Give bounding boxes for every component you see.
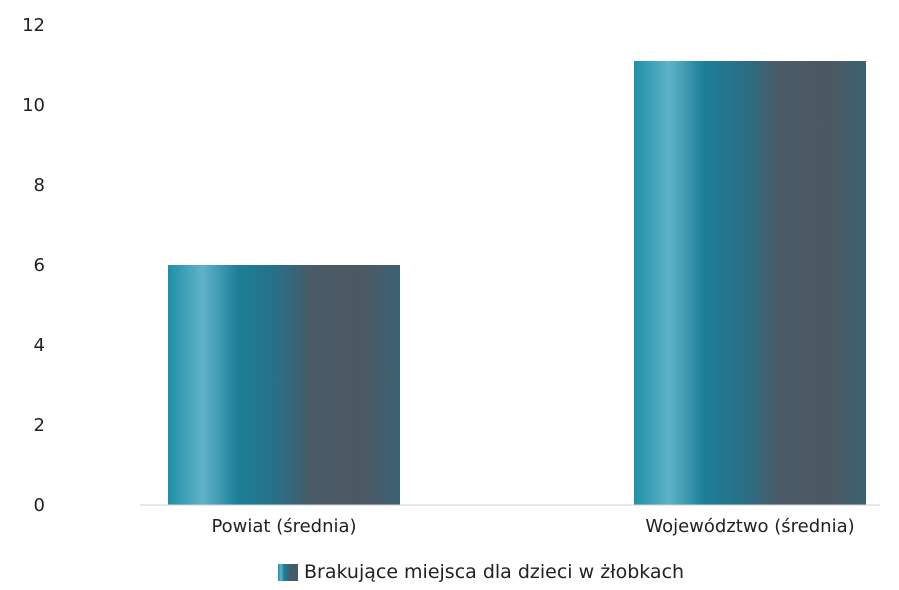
legend: Brakujące miejsca dla dzieci w żłobkach	[278, 561, 684, 583]
y-tick-label: 8	[34, 175, 45, 196]
legend-label: Brakujące miejsca dla dzieci w żłobkach	[304, 561, 684, 583]
y-tick-label: 0	[34, 495, 45, 516]
bar-2	[634, 61, 866, 505]
y-tick-label: 10	[22, 95, 45, 116]
y-axis: 0 2 4 6 8 10 12	[22, 15, 45, 516]
y-tick-label: 12	[22, 15, 45, 36]
bar-1	[168, 265, 400, 505]
y-tick-label: 6	[34, 255, 45, 276]
y-tick-label: 4	[34, 335, 45, 356]
bars	[168, 61, 866, 505]
y-tick-label: 2	[34, 415, 45, 436]
legend-swatch	[278, 564, 298, 581]
x-category-label: Powiat (średnia)	[211, 516, 356, 537]
x-category-label: Województwo (średnia)	[645, 516, 854, 537]
x-axis: Powiat (średnia) Województwo (średnia)	[211, 516, 854, 537]
